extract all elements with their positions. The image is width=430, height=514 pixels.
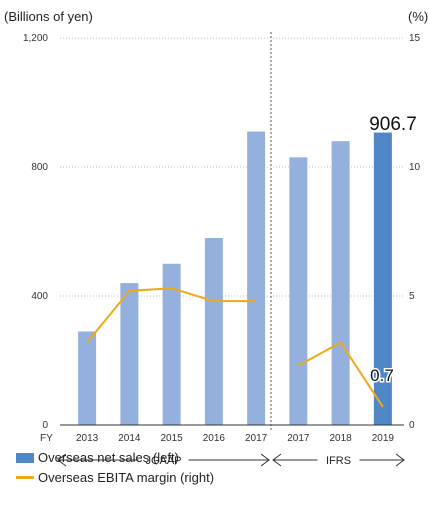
x-tick-label: 2018 — [330, 433, 353, 444]
last-bar-value-label: 906.7 — [369, 114, 417, 135]
x-tick-label: 2015 — [161, 433, 184, 444]
left-tick-label: 800 — [31, 162, 48, 173]
legend-label-sales: Overseas net sales (left) — [38, 450, 179, 465]
bar — [331, 141, 350, 425]
right-tick-label: 10 — [409, 162, 421, 173]
margin-line-segment — [297, 341, 384, 408]
left-tick-label: 1,200 — [23, 33, 48, 44]
period-arrow-head — [260, 453, 270, 467]
right-tick-label: 5 — [409, 291, 415, 302]
period-arrow-head — [57, 453, 67, 467]
x-prefix-label: FY — [40, 433, 53, 444]
x-tick-label: 2014 — [118, 433, 141, 444]
legend-swatch-bar — [16, 452, 34, 463]
bar — [162, 263, 181, 425]
margin-line-segment — [86, 287, 257, 344]
x-tick-label: 2013 — [76, 433, 99, 444]
bar — [120, 283, 139, 425]
left-axis-unit: (Billions of yen) — [4, 9, 93, 24]
bar — [289, 157, 308, 425]
left-tick-label: 400 — [31, 291, 48, 302]
period-arrow-head — [272, 453, 282, 467]
legend-swatch-line — [16, 476, 34, 479]
right-axis-unit: (%) — [408, 9, 428, 24]
axes: 0 400 800 1,200 0 5 10 15 2013 2014 2015 2016 2017 20… — [23, 33, 421, 444]
period-arrow-head — [395, 453, 405, 467]
margin-line — [86, 287, 384, 408]
bar — [204, 237, 223, 425]
period-label: IFRS — [326, 455, 351, 467]
x-tick-label: 2017 — [245, 433, 268, 444]
legend-item-sales: Overseas net sales (left) — [16, 450, 179, 465]
x-tick-label: 2016 — [203, 433, 226, 444]
bar — [78, 331, 97, 425]
right-tick-label: 15 — [409, 33, 421, 44]
legend-item-margin: Overseas EBITA margin (right) — [16, 470, 214, 485]
legend-label-margin: Overseas EBITA margin (right) — [38, 470, 215, 485]
x-tick-label: 2017 — [287, 433, 310, 444]
left-tick-label: 0 — [42, 420, 48, 431]
x-tick-label: 2019 — [372, 433, 395, 444]
period-brackets: JGAAP IFRS — [57, 453, 405, 467]
bar — [373, 132, 392, 426]
last-margin-value-label: 0.7 — [370, 366, 394, 385]
period-label: JGAAP — [145, 455, 181, 467]
right-tick-label: 0 — [409, 420, 415, 431]
bars — [78, 131, 392, 426]
bar — [247, 131, 266, 425]
gridlines — [60, 37, 404, 297]
